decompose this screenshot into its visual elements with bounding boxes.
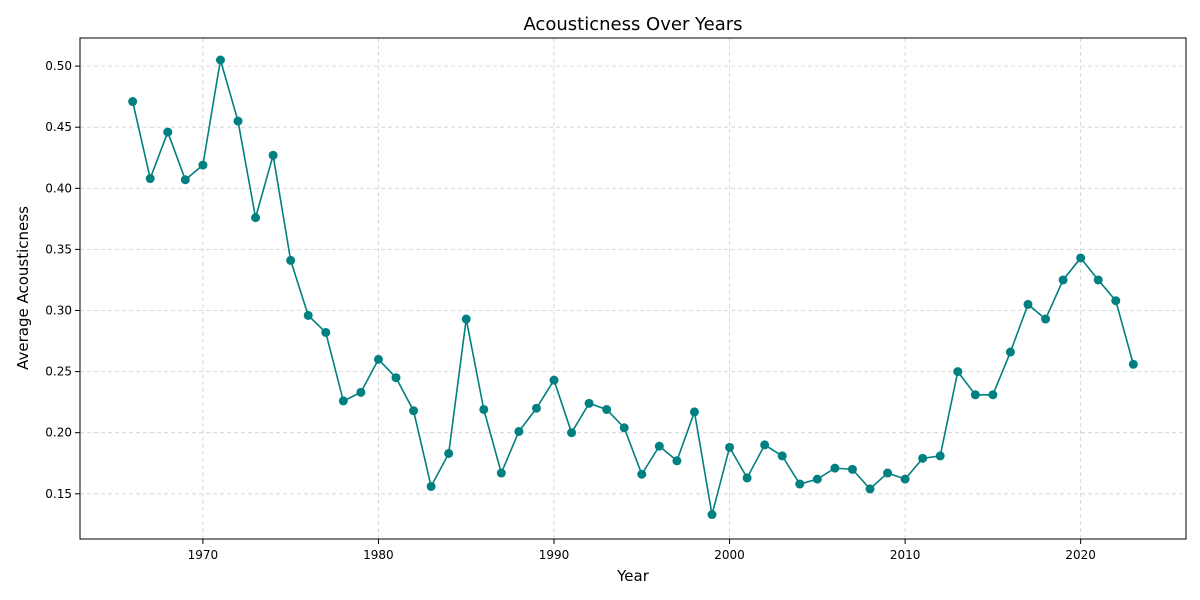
x-tick-label: 1980 <box>363 548 394 562</box>
data-point <box>531 403 541 413</box>
x-tick-label: 2000 <box>714 548 745 562</box>
data-point <box>1005 347 1015 357</box>
data-point <box>1058 275 1068 285</box>
series-line <box>131 59 1135 515</box>
data-point <box>742 473 752 483</box>
data-point <box>777 451 787 461</box>
data-point <box>1076 253 1086 263</box>
data-point <box>883 468 893 478</box>
data-point <box>163 127 173 137</box>
data-point <box>549 375 559 385</box>
data-point <box>847 464 857 474</box>
y-tick-label: 0.40 <box>45 181 72 195</box>
data-point <box>426 481 436 491</box>
y-tick-label: 0.20 <box>45 426 72 440</box>
data-point <box>689 407 699 417</box>
data-point <box>707 510 717 520</box>
x-tick-label: 2010 <box>890 548 921 562</box>
x-axis-label: Year <box>616 567 650 585</box>
data-point <box>795 479 805 489</box>
data-point <box>918 453 928 463</box>
data-point <box>461 314 471 324</box>
data-point <box>830 463 840 473</box>
y-axis-label: Average Acousticness <box>14 206 32 370</box>
data-point <box>496 468 506 478</box>
data-point <box>812 474 822 484</box>
y-tick-label: 0.15 <box>45 487 72 501</box>
data-point <box>1041 314 1051 324</box>
data-point <box>672 456 682 466</box>
series-layer <box>128 55 1138 520</box>
chart-title: Acousticness Over Years <box>523 14 742 35</box>
data-point <box>444 448 454 458</box>
data-point <box>251 213 261 223</box>
data-point <box>1128 359 1138 369</box>
data-point <box>970 390 980 400</box>
data-point <box>760 440 770 450</box>
data-point <box>233 116 243 126</box>
data-point <box>935 451 945 461</box>
data-point <box>900 474 910 484</box>
data-point <box>953 367 963 377</box>
y-tick-label: 0.45 <box>45 120 72 134</box>
data-point <box>338 396 348 406</box>
plot-frame <box>79 37 1187 540</box>
data-point <box>988 390 998 400</box>
data-point <box>356 387 366 397</box>
x-tick-label: 1990 <box>539 548 570 562</box>
data-point <box>619 423 629 433</box>
data-point <box>725 442 735 452</box>
data-point <box>128 97 138 107</box>
x-tick-label: 2020 <box>1065 548 1096 562</box>
y-tick-label: 0.30 <box>45 303 72 317</box>
data-point <box>286 255 296 265</box>
data-point <box>865 484 875 494</box>
axis-ticks: 1970 1980 1990 2000 2010 2020 0.15 0.20 0.25 0.30… <box>45 59 1096 562</box>
data-point <box>409 406 419 416</box>
data-point <box>584 398 594 408</box>
y-tick-label: 0.50 <box>45 59 72 73</box>
y-tick-label: 0.25 <box>45 365 72 379</box>
data-point <box>514 426 524 436</box>
data-point <box>268 150 278 160</box>
data-point <box>391 373 401 383</box>
data-point <box>303 310 313 320</box>
data-point <box>602 404 612 414</box>
data-point <box>567 428 577 438</box>
data-point <box>1023 299 1033 309</box>
data-point <box>180 175 190 185</box>
data-point <box>479 404 489 414</box>
data-point <box>215 55 225 65</box>
data-point <box>1111 296 1121 306</box>
data-point <box>1093 275 1103 285</box>
x-tick-label: 1970 <box>188 548 219 562</box>
data-point <box>373 354 383 364</box>
data-point <box>637 469 647 479</box>
data-point <box>198 160 208 170</box>
y-tick-label: 0.35 <box>45 242 72 256</box>
data-point <box>654 441 664 451</box>
data-point <box>321 327 331 337</box>
data-point <box>145 174 155 184</box>
grid-lines <box>80 38 1186 539</box>
